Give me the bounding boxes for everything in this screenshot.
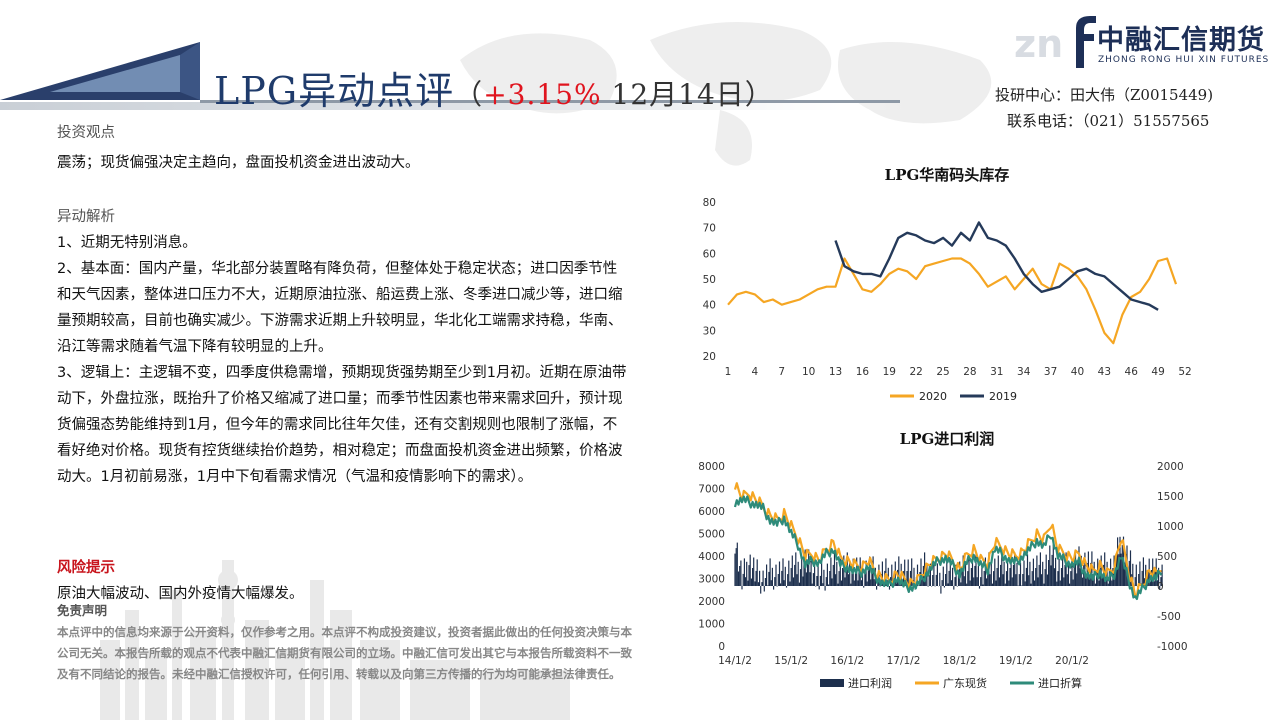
commentary-column: 投资观点 震荡；现货偏强决定主趋向，盘面投机资金进出波动大。 异动解析 1、近期… xyxy=(57,122,627,490)
chart2-legend-swatch xyxy=(820,679,844,687)
chart1-title: LPG华南码头库存 xyxy=(885,166,1010,184)
chart1-x-tick: 31 xyxy=(990,366,1003,378)
chart1-x-tick: 49 xyxy=(1151,366,1164,378)
header-decoration xyxy=(0,42,910,110)
chart2-left-y-tick: 0 xyxy=(718,641,725,653)
brand-name-en: ZHONG RONG HUI XIN FUTURES xyxy=(1098,55,1270,65)
chart1-x-tick: 1 xyxy=(725,366,732,378)
title-main: LPG异动点评 xyxy=(214,69,455,113)
chart1-y-tick: 80 xyxy=(703,197,716,209)
chart2-right-y-tick: 0 xyxy=(1157,581,1164,593)
chart2-x-tick: 17/1/2 xyxy=(887,655,921,667)
company-logo: zn xyxy=(1014,16,1096,68)
chart2-left-y-tick: 4000 xyxy=(698,551,725,563)
risk-text: 原油大幅波动、国内外疫情大幅爆发。 xyxy=(57,586,304,602)
chart2-right-y-tick: 2000 xyxy=(1157,461,1184,473)
chart2-x-tick: 15/1/2 xyxy=(774,655,808,667)
chart1-y-tick: 40 xyxy=(703,300,716,312)
import-profit-chart: LPG进口利润 01000200030004000500060007000800… xyxy=(698,430,1188,690)
chart1-x-tick: 16 xyxy=(856,366,870,378)
chart2-left-y-tick: 6000 xyxy=(698,506,725,518)
title-paren-open: （ xyxy=(454,78,484,111)
risk-heading: 风险提示 xyxy=(57,560,115,576)
chart2-left-y-tick: 3000 xyxy=(698,574,725,586)
brand-name-cn: 中融汇信期货 xyxy=(1097,25,1265,56)
analysis-point-1: 1、近期无特别消息。 xyxy=(57,235,197,251)
chart2-right-y-tick: 1000 xyxy=(1157,521,1184,533)
chart1-x-tick: 4 xyxy=(752,366,759,378)
chart1-x-tick: 7 xyxy=(778,366,785,378)
chart1-x-tick: 43 xyxy=(1098,366,1111,378)
chart1-legend-label: 2019 xyxy=(989,390,1017,403)
city-skyline-background xyxy=(100,560,570,720)
chart1-x-tick: 52 xyxy=(1178,366,1191,378)
title-paren-close: ） xyxy=(744,78,774,111)
chart1-x-tick: 10 xyxy=(802,366,815,378)
chart1-y-tick: 50 xyxy=(703,274,716,286)
chart1-legend-label: 2020 xyxy=(919,390,947,403)
change-percent: +3.15% xyxy=(483,78,602,111)
title-date: 12月14日 xyxy=(601,78,745,111)
chart1-x-tick: 46 xyxy=(1125,366,1139,378)
chart1-series-line-2019 xyxy=(834,221,1159,311)
chart1-y-tick: 70 xyxy=(703,223,716,235)
chart1-y-tick: 30 xyxy=(703,325,716,337)
disclaimer-text: 本点评中的信息均来源于公开资料，仅作参考之用。本点评不构成投资建议，投资者据此做… xyxy=(57,625,632,681)
chart2-legend-label: 进口折算 xyxy=(1038,676,1082,690)
analyst-info: 投研中心：田大伟（Z0015449) xyxy=(995,86,1214,104)
chart2-x-tick: 14/1/2 xyxy=(718,655,752,667)
chart2-series-line-import-equiv xyxy=(733,495,1163,601)
analysis-point-3: 3、逻辑上：主逻辑不变，四季度供稳需增，预期现货强势期至少到1月初。近期在原油带… xyxy=(57,365,627,485)
chart1-x-tick: 19 xyxy=(883,366,896,378)
page-title: LPG异动点评（+3.15% 12月14日） xyxy=(214,60,774,115)
chart2-left-y-tick: 2000 xyxy=(698,596,725,608)
chart2-x-tick: 16/1/2 xyxy=(830,655,864,667)
chart2-legend-label: 广东现货 xyxy=(943,676,987,690)
chart2-legend-label: 进口利润 xyxy=(848,676,892,690)
chart2-x-tick: 18/1/2 xyxy=(943,655,977,667)
chart2-left-y-tick: 5000 xyxy=(698,529,725,541)
view-heading: 投资观点 xyxy=(57,125,115,141)
chart1-x-tick: 40 xyxy=(1071,366,1084,378)
chart2-right-y-tick: -1000 xyxy=(1157,641,1188,653)
chart1-x-tick: 25 xyxy=(936,366,949,378)
chart2-series-line-guangdong-spot xyxy=(733,482,1162,598)
chart1-y-tick: 20 xyxy=(703,351,716,363)
analysis-point-2: 2、基本面：国内产量，华北部分装置略有降负荷，但整体处于稳定状态；进口因季节性和… xyxy=(57,261,623,355)
inventory-chart: LPG华南码头库存 20 30 40 50 60 70 80 1 4 7 10 13 16 19 22 25 2… xyxy=(703,166,1192,403)
chart1-x-tick: 37 xyxy=(1044,366,1057,378)
view-text: 震荡；现货偏强决定主趋向，盘面投机资金进出波动大。 xyxy=(57,155,420,171)
chart2-left-y-tick: 8000 xyxy=(698,461,725,473)
chart2-right-y-tick: -500 xyxy=(1157,611,1181,623)
chart2-right-y-tick: 1500 xyxy=(1157,491,1184,503)
chart2-right-y-tick: 500 xyxy=(1157,551,1177,563)
chart1-x-tick: 22 xyxy=(909,366,922,378)
chart2-left-y-tick: 7000 xyxy=(698,484,725,496)
chart1-x-tick: 28 xyxy=(963,366,976,378)
chart2-left-y-tick: 1000 xyxy=(698,619,725,631)
chart1-series-line-2020 xyxy=(727,257,1178,345)
disclaimer-heading: 免责声明 xyxy=(57,603,108,618)
chart1-x-tick: 13 xyxy=(829,366,842,378)
chart2-x-tick: 20/1/2 xyxy=(1055,655,1089,667)
contact-info: 投研中心：田大伟（Z0015449) 联系电话：（021）51557565 xyxy=(995,82,1213,134)
chart1-x-tick: 34 xyxy=(1017,366,1031,378)
chart1-y-tick: 60 xyxy=(703,248,716,260)
chart2-x-tick: 19/1/2 xyxy=(999,655,1033,667)
phone-info: 联系电话：（021）51557565 xyxy=(1007,112,1210,130)
svg-text:zn: zn xyxy=(1014,22,1063,66)
analysis-heading: 异动解析 xyxy=(57,209,115,225)
chart2-title: LPG进口利润 xyxy=(900,430,995,448)
